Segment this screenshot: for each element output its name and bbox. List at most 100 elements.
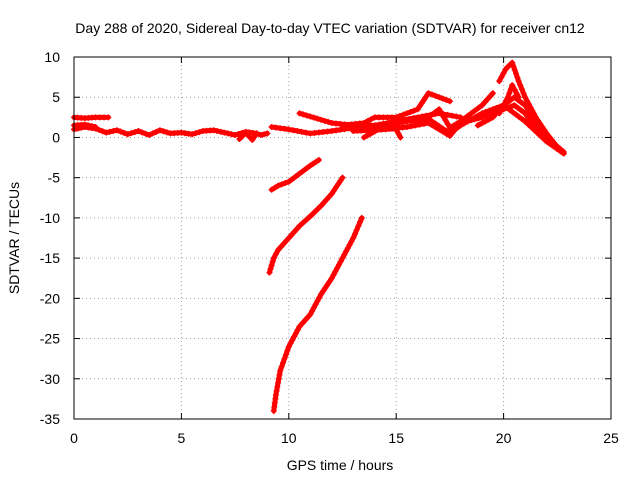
data-point <box>371 122 378 129</box>
data-point <box>269 258 276 265</box>
data-point <box>471 107 478 114</box>
series-arc-l <box>496 59 567 157</box>
data-point <box>454 120 461 127</box>
data-point <box>92 123 99 130</box>
data-point <box>113 127 120 134</box>
data-point <box>396 112 403 119</box>
data-point <box>515 113 522 120</box>
data-point <box>368 116 375 123</box>
data-point <box>251 133 258 140</box>
series-arc-a <box>71 123 260 139</box>
data-point <box>339 174 346 181</box>
data-point <box>400 111 407 118</box>
data-point <box>519 116 526 123</box>
data-point <box>298 128 305 135</box>
data-point <box>294 326 301 333</box>
series-line <box>496 82 522 116</box>
data-point <box>135 128 142 135</box>
data-point <box>364 132 371 139</box>
data-point <box>270 255 277 262</box>
series-arc-k <box>474 94 567 155</box>
series-line <box>415 90 496 131</box>
data-point <box>85 122 92 129</box>
data-point <box>335 181 342 188</box>
data-point <box>292 330 299 337</box>
data-point <box>502 66 509 73</box>
data-point <box>560 150 567 157</box>
data-point <box>514 74 521 81</box>
data-point <box>296 110 303 117</box>
data-point <box>281 125 288 132</box>
data-point <box>411 107 418 114</box>
data-point <box>517 82 524 89</box>
data-point <box>520 90 527 97</box>
data-point <box>296 170 303 177</box>
data-point <box>232 132 239 139</box>
data-point <box>443 96 450 103</box>
series-arc-g <box>339 90 453 129</box>
data-point <box>511 67 518 74</box>
series-arc-b <box>71 114 112 122</box>
data-point <box>464 112 471 119</box>
x-tick-label: 0 <box>70 430 78 446</box>
data-point <box>425 114 432 121</box>
data-point <box>414 119 421 126</box>
data-point <box>523 97 530 104</box>
data-point <box>309 308 316 315</box>
data-point <box>235 130 242 137</box>
data-point <box>522 94 529 101</box>
data-point <box>283 238 290 245</box>
data-point <box>210 127 217 134</box>
data-point <box>272 124 279 131</box>
data-point <box>315 205 322 212</box>
data-point <box>341 251 348 258</box>
data-point <box>393 114 400 121</box>
data-point <box>498 107 505 114</box>
data-point <box>268 262 275 269</box>
data-point <box>275 247 282 254</box>
data-point <box>302 129 309 136</box>
data-point <box>121 129 128 136</box>
data-point <box>268 186 275 193</box>
y-tick-label: -10 <box>40 210 60 226</box>
data-point <box>449 129 456 136</box>
data-point <box>105 114 112 121</box>
data-point <box>421 96 428 103</box>
data-point <box>500 70 507 77</box>
data-point <box>423 93 430 100</box>
data-point <box>281 355 288 362</box>
data-point <box>294 128 301 135</box>
data-point <box>350 235 357 241</box>
data-point <box>511 86 518 93</box>
data-point <box>160 128 167 135</box>
data-point <box>330 187 337 194</box>
data-point <box>339 255 346 262</box>
data-point <box>346 241 353 248</box>
data-point <box>482 118 489 125</box>
data-point <box>312 208 319 215</box>
data-point <box>475 104 482 111</box>
data-point <box>196 129 203 136</box>
data-point <box>468 117 475 124</box>
data-point <box>320 288 327 295</box>
data-point <box>296 323 303 330</box>
data-point <box>496 110 503 117</box>
data-point <box>117 128 124 135</box>
x-axis-label: GPS time / hours <box>287 457 394 473</box>
data-point <box>280 359 287 366</box>
y-tick-label: -30 <box>40 371 60 387</box>
data-point <box>334 265 341 272</box>
data-point <box>267 265 274 272</box>
data-point <box>438 109 445 116</box>
data-point <box>418 118 425 125</box>
data-point <box>515 78 522 85</box>
x-tick-label: 10 <box>281 430 297 446</box>
data-point <box>324 281 331 288</box>
data-point <box>303 112 310 119</box>
data-point <box>274 383 281 390</box>
data-point <box>506 90 513 97</box>
data-point <box>548 137 555 144</box>
data-point <box>416 103 423 110</box>
data-point <box>444 121 451 128</box>
